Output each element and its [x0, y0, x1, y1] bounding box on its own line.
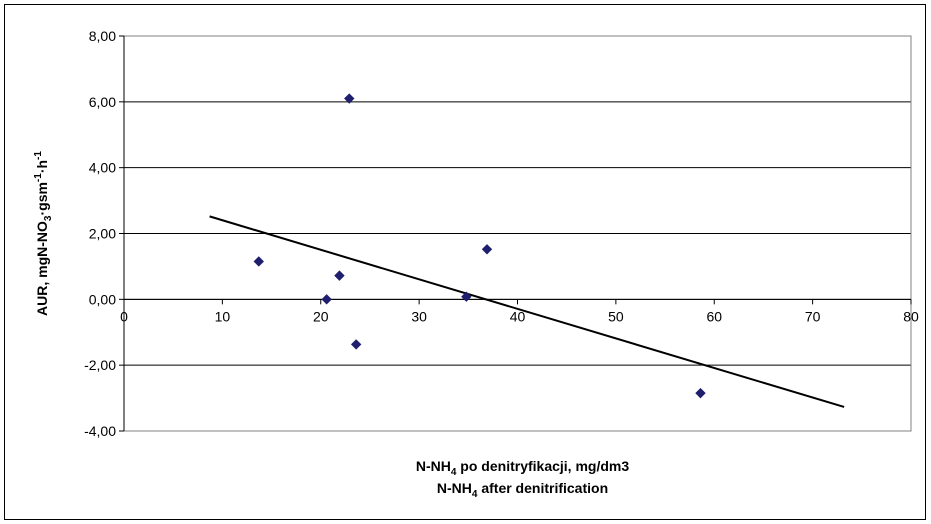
x-tick-label: 0 [120, 308, 128, 324]
data-point [461, 291, 472, 302]
y-tick-label: -4,00 [84, 423, 116, 439]
x-tick-label: 80 [903, 308, 919, 324]
data-point [350, 339, 362, 350]
x-axis-title-en: N-NH4 after denitrification [437, 480, 608, 500]
x-tick-label: 20 [313, 308, 329, 324]
data-point [334, 270, 345, 281]
y-tick-label: 6,00 [89, 94, 116, 110]
y-axis-title: AUR, mgN-NO3·gsm-1·h-1 [33, 151, 54, 316]
axes [119, 35, 912, 432]
scatter-chart: -4,00 -2,00 0,00 2,00 4,00 6,00 8,00 0 10 20 30 40… [33, 28, 919, 500]
x-tick-label: 50 [608, 308, 624, 324]
x-tick-label: 40 [510, 308, 526, 324]
data-point [253, 256, 264, 267]
y-tick-label: 0,00 [89, 291, 116, 307]
chart-frame: -4,00 -2,00 0,00 2,00 4,00 6,00 8,00 0 10 20 30 40… [4, 4, 926, 520]
data-points [253, 93, 706, 399]
x-axis-title-pl: N-NH4 po denitryfikacji, mg/dm3 [416, 458, 629, 478]
data-point [321, 294, 332, 305]
data-point [344, 93, 355, 104]
x-tick-label: 10 [215, 308, 231, 324]
x-tick-labels: 0 10 20 30 40 50 60 70 80 [120, 308, 919, 324]
x-tick-label: 60 [706, 308, 722, 324]
y-tick-label: 4,00 [89, 160, 116, 176]
x-tick-label: 30 [411, 308, 427, 324]
y-tick-labels: -4,00 -2,00 0,00 2,00 4,00 6,00 8,00 [84, 28, 116, 439]
data-point [481, 244, 493, 255]
data-point [695, 387, 706, 399]
gridlines [124, 35, 911, 432]
y-tick-label: 8,00 [89, 28, 116, 44]
x-tick-label: 70 [805, 308, 821, 324]
trendline-group [209, 215, 845, 408]
trendline [209, 215, 845, 408]
y-tick-label: 2,00 [89, 226, 116, 242]
y-tick-label: -2,00 [84, 357, 116, 373]
